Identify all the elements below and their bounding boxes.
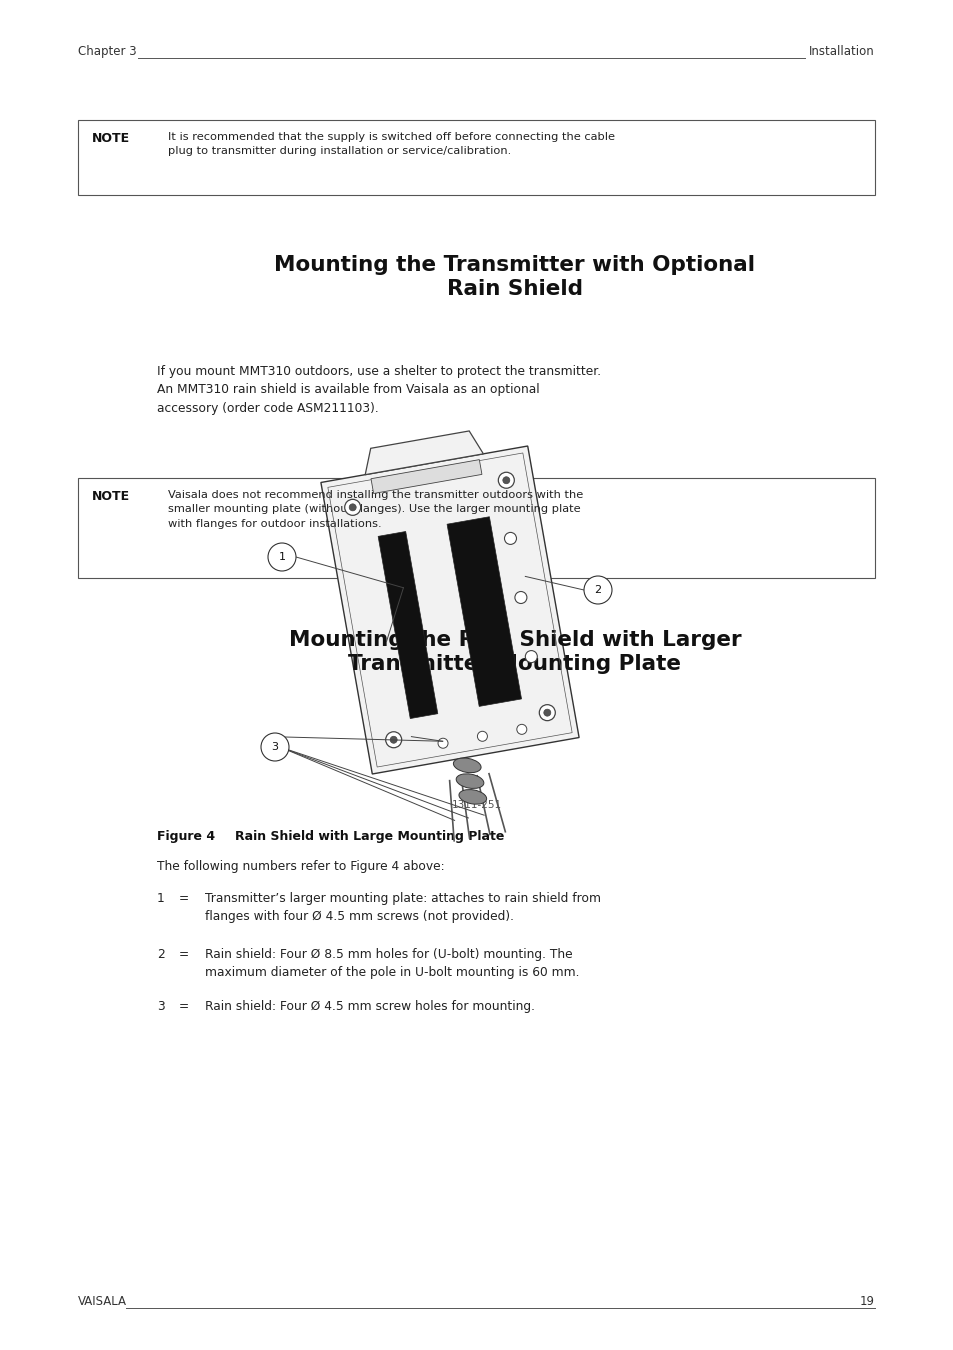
Ellipse shape xyxy=(458,790,486,805)
Circle shape xyxy=(543,709,550,716)
Text: Rain Shield with Large Mounting Plate: Rain Shield with Large Mounting Plate xyxy=(234,830,504,842)
Text: Mounting the Rain Shield with Larger
Transmitter Mounting Plate: Mounting the Rain Shield with Larger Tra… xyxy=(289,630,740,674)
Text: Rain shield: Four Ø 8.5 mm holes for (U-bolt) mounting. The
maximum diameter of : Rain shield: Four Ø 8.5 mm holes for (U-… xyxy=(205,948,578,979)
Bar xyxy=(78,478,874,578)
Text: Figure 4: Figure 4 xyxy=(157,830,214,842)
Circle shape xyxy=(517,725,526,734)
Text: If you mount MMT310 outdoors, use a shelter to protect the transmitter.
An MMT31: If you mount MMT310 outdoors, use a shel… xyxy=(157,364,600,414)
Polygon shape xyxy=(447,517,521,706)
Circle shape xyxy=(349,504,355,510)
Text: 3: 3 xyxy=(157,1000,165,1012)
Text: Installation: Installation xyxy=(808,45,874,58)
Circle shape xyxy=(538,705,555,721)
Text: Rain shield: Four Ø 4.5 mm screw holes for mounting.: Rain shield: Four Ø 4.5 mm screw holes f… xyxy=(205,1000,535,1012)
Text: NOTE: NOTE xyxy=(91,490,130,504)
Text: VAISALA: VAISALA xyxy=(78,1295,127,1308)
Circle shape xyxy=(344,500,360,516)
Circle shape xyxy=(385,732,401,748)
Text: =: = xyxy=(179,1000,189,1012)
Text: 3: 3 xyxy=(272,743,278,752)
Text: It is recommended that the supply is switched off before connecting the cable
pl: It is recommended that the supply is swi… xyxy=(168,132,615,157)
Text: Transmitter’s larger mounting plate: attaches to rain shield from
flanges with f: Transmitter’s larger mounting plate: att… xyxy=(205,892,600,923)
Text: The following numbers refer to Figure 4 above:: The following numbers refer to Figure 4 … xyxy=(157,860,444,873)
Circle shape xyxy=(390,736,396,744)
Text: 1: 1 xyxy=(278,552,285,562)
Text: 2: 2 xyxy=(157,948,165,961)
Circle shape xyxy=(504,532,516,544)
Text: =: = xyxy=(179,948,189,961)
Ellipse shape xyxy=(456,774,483,788)
Text: Mounting the Transmitter with Optional
Rain Shield: Mounting the Transmitter with Optional R… xyxy=(274,255,755,298)
Text: 1: 1 xyxy=(157,892,165,904)
Circle shape xyxy=(268,543,295,571)
Text: =: = xyxy=(179,892,189,904)
Text: 1311-251: 1311-251 xyxy=(452,801,501,810)
Circle shape xyxy=(261,733,289,761)
Polygon shape xyxy=(365,431,483,475)
Polygon shape xyxy=(371,459,481,494)
Ellipse shape xyxy=(453,759,480,772)
Text: 2: 2 xyxy=(594,585,601,595)
Circle shape xyxy=(525,651,537,663)
Circle shape xyxy=(476,732,487,741)
Text: Vaisala does not recommend installing the transmitter outdoors with the
smaller : Vaisala does not recommend installing th… xyxy=(168,490,582,529)
Polygon shape xyxy=(320,446,578,774)
Circle shape xyxy=(515,591,526,603)
Circle shape xyxy=(497,472,514,489)
Bar xyxy=(78,120,874,194)
Text: 19: 19 xyxy=(859,1295,874,1308)
Polygon shape xyxy=(377,532,437,718)
Circle shape xyxy=(583,576,612,603)
Text: NOTE: NOTE xyxy=(91,132,130,144)
Text: Chapter 3: Chapter 3 xyxy=(78,45,136,58)
Circle shape xyxy=(502,477,509,483)
Circle shape xyxy=(437,738,448,748)
